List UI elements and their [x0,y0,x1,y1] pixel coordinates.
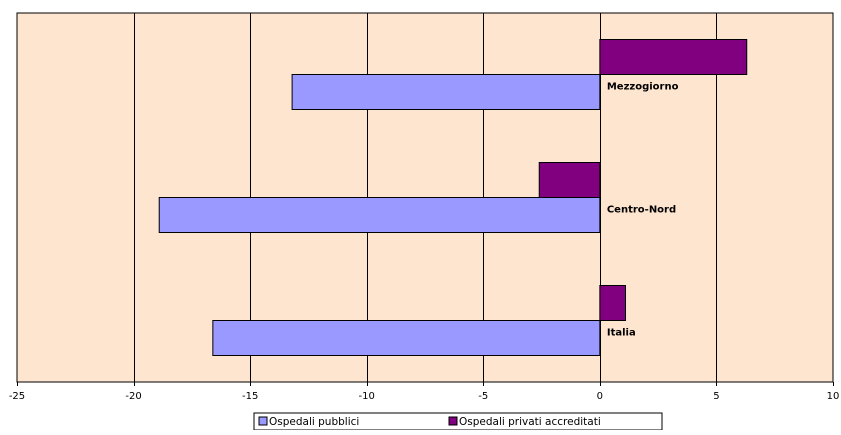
category-label: Mezzogiorno [607,82,679,93]
legend-label: Ospedali pubblici [269,416,359,428]
legend-label: Ospedali privati accreditati [459,416,601,428]
x-tick-label: -25 [9,391,25,402]
bar-ospedali-privati [538,162,601,198]
bar-ospedali-pubblici [212,320,601,356]
legend-swatch [258,416,268,426]
x-tick-label: -15 [242,391,258,402]
x-tick-label: 5 [713,391,719,402]
x-axis-ticks: -25 -20 -15 -10 -5 0 5 10 [9,382,840,402]
bar-ospedali-privati [599,39,748,75]
legend: Ospedali pubblici Ospedali privati accred… [253,412,663,431]
category-labels: Mezzogiorno Centro-Nord Italia [607,82,679,339]
category-label: Centro-Nord [607,205,676,216]
x-tick-label: 10 [827,391,840,402]
legend-swatch [448,416,458,426]
x-tick-label: 0 [597,391,603,402]
x-tick-label: -10 [359,391,375,402]
bar-ospedali-privati [599,285,627,321]
x-tick-label: -5 [478,391,488,402]
category-label: Italia [607,328,636,339]
bars [158,39,748,356]
bar-ospedali-pubblici [291,74,601,110]
x-tick-label: -20 [125,391,141,402]
bar-ospedali-pubblici [158,197,601,233]
